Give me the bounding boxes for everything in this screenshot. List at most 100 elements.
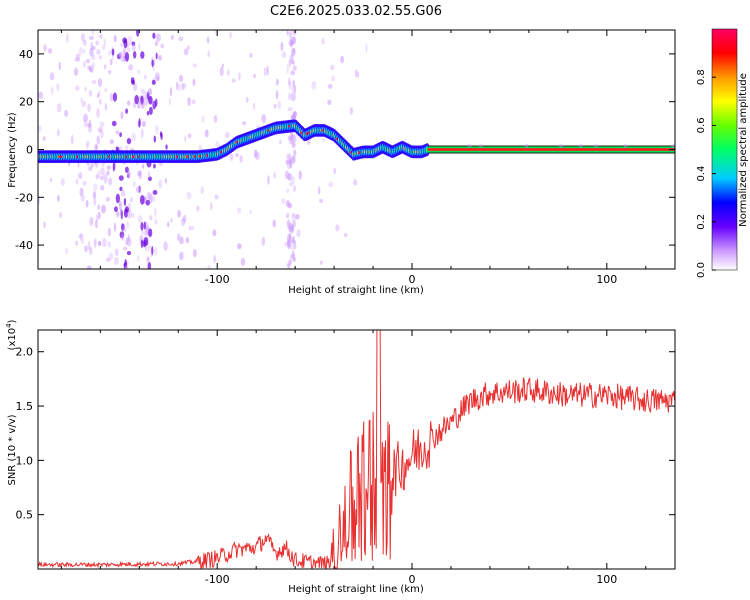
spectrogram-noise-blob: [288, 77, 291, 87]
spectrogram-noise-blob: [98, 98, 102, 105]
spectrogram-noise-blob: [138, 170, 142, 180]
spectrogram-noise-blob: [286, 219, 291, 229]
spectrogram-x-label: Height of straight line (km): [288, 285, 424, 296]
spectrogram-noise-blob: [99, 34, 103, 39]
y-tick-label: 0.5: [16, 509, 34, 522]
spectrogram-noise-blob: [273, 172, 276, 179]
spectrogram-noise-blob: [115, 193, 121, 204]
spectrogram-noise-blob: [285, 200, 291, 208]
spectrogram-noise-blob: [95, 214, 99, 222]
spectrogram-noise-blob: [290, 36, 296, 45]
spectrogram-noise-blob: [79, 187, 84, 197]
spectrogram-noise-blob: [105, 257, 111, 262]
spectrogram-noise-blob: [136, 186, 141, 194]
spectrogram-noise-blob: [277, 100, 282, 110]
spectrogram-noise-blob: [154, 98, 158, 107]
spectrogram-noise-blob: [112, 162, 115, 172]
spectrogram-noise-blob: [106, 170, 110, 176]
spectrogram-noise-blob: [114, 257, 119, 266]
spectrogram-noise-blob: [89, 216, 94, 226]
spectrogram-noise-blob: [291, 134, 297, 143]
spectrogram-noise-blob: [238, 72, 241, 81]
spectrogram-noise-blob: [130, 197, 133, 203]
spectrogram-noise-blob: [118, 200, 122, 208]
spectrogram-noise-blob: [89, 65, 94, 72]
spectrogram-noise-blob: [86, 143, 89, 150]
spectrogram-noise-blob: [214, 194, 219, 200]
spectrogram-noise-blob: [286, 188, 290, 194]
spectrogram-noise-blob: [152, 190, 158, 195]
spectrogram-noise-blob: [70, 134, 74, 145]
spectrogram-noise-blob: [131, 213, 135, 218]
spectrogram-noise-blob: [93, 239, 97, 249]
spectrogram-noise-blob: [185, 237, 190, 244]
spectrogram-noise-blob: [118, 200, 123, 211]
spectrogram-noise-blob: [319, 198, 324, 204]
spectrogram-noise-blob: [101, 204, 107, 214]
spectrogram-noise-blob: [120, 190, 126, 197]
spectrogram-noise-blob: [141, 164, 145, 169]
spectrogram-noise-blob: [75, 240, 78, 246]
spectrogram-noise-blob: [114, 34, 117, 43]
spectrogram-noise-blob: [343, 232, 348, 238]
spectrogram-noise-blob: [95, 40, 100, 46]
spectrogram-noise-blob: [335, 224, 340, 232]
spectrogram-noise-blob: [56, 83, 60, 91]
spectrogram-noise-blob: [327, 83, 333, 89]
spectrogram-noise-blob: [107, 227, 111, 237]
spectrogram-noise-blob: [93, 183, 98, 192]
spectrogram-noise-blob: [146, 256, 150, 262]
spectrogram-noise-blob: [151, 246, 154, 256]
spectrogram-noise-blob: [109, 139, 114, 145]
spectrogram-noise-blob: [87, 65, 92, 71]
spectrogram-noise-blob: [163, 241, 168, 251]
spectrogram-noise-blob: [291, 175, 295, 185]
spectrogram-noise-blob: [292, 65, 297, 71]
spectrogram-noise-blob: [558, 143, 563, 148]
spectrogram-noise-blob: [87, 240, 91, 251]
spectrogram-noise-blob: [56, 128, 60, 137]
spectrogram-noise-blob: [207, 50, 210, 58]
spectrogram-noise-blob: [319, 260, 323, 265]
spectrogram-noise-blob: [328, 181, 334, 188]
spectrogram-noise-blob: [64, 109, 69, 117]
spectrogram-noise-blob: [78, 172, 83, 180]
spectrogram-noise-blob: [103, 173, 108, 184]
spectrogram-noise-blob: [196, 205, 200, 212]
spectrogram-noise-blob: [140, 102, 145, 110]
spectrogram-noise-blob: [181, 82, 185, 92]
spectrogram-noise-blob: [184, 135, 187, 143]
spectrogram-noise-blob: [112, 92, 118, 102]
spectrogram-noise-blob: [89, 246, 93, 255]
spectrogram-noise-blob: [151, 79, 156, 85]
spectrogram-noise-blob: [287, 173, 293, 181]
spectrogram-noise-blob: [49, 177, 53, 183]
spectrogram-noise-blob: [147, 88, 153, 96]
spectrogram-noise-blob: [140, 51, 145, 59]
spectrogram-noise-blob: [333, 167, 336, 175]
spectrogram-noise-blob: [292, 30, 297, 36]
spectrogram-noise-blob: [123, 246, 128, 251]
spectrogram-noise-blob: [123, 198, 127, 206]
spectrogram-noise-blob: [200, 186, 205, 195]
spectrogram-noise-blob: [155, 33, 161, 42]
spectrogram-noise-blob: [291, 141, 294, 149]
spectrogram-noise-blob: [119, 132, 122, 138]
spectrogram-noise-blob: [158, 55, 162, 61]
spectrogram-noise-blob: [206, 36, 210, 44]
spectrogram-noise-blob: [249, 52, 253, 58]
spectrogram-noise-blob: [38, 91, 44, 100]
spectrogram-noise-blob: [89, 66, 92, 73]
y-tick-label: -20: [15, 191, 33, 204]
spectrogram-noise-blob: [293, 141, 296, 149]
spectrogram-noise-blob: [229, 153, 234, 161]
spectrogram-noise-blob: [291, 236, 295, 243]
spectrogram-noise-blob: [82, 39, 86, 46]
spectrogram-noise-blob: [56, 103, 62, 113]
spectrogram-noise-blob: [82, 60, 87, 68]
spectrogram-noise-blob: [80, 97, 83, 103]
snr-plot-area: [38, 330, 675, 569]
spectrogram-noise-blob: [109, 58, 113, 66]
spectrogram-noise-blob: [239, 155, 243, 163]
spectrogram-noise-blob: [103, 64, 107, 70]
